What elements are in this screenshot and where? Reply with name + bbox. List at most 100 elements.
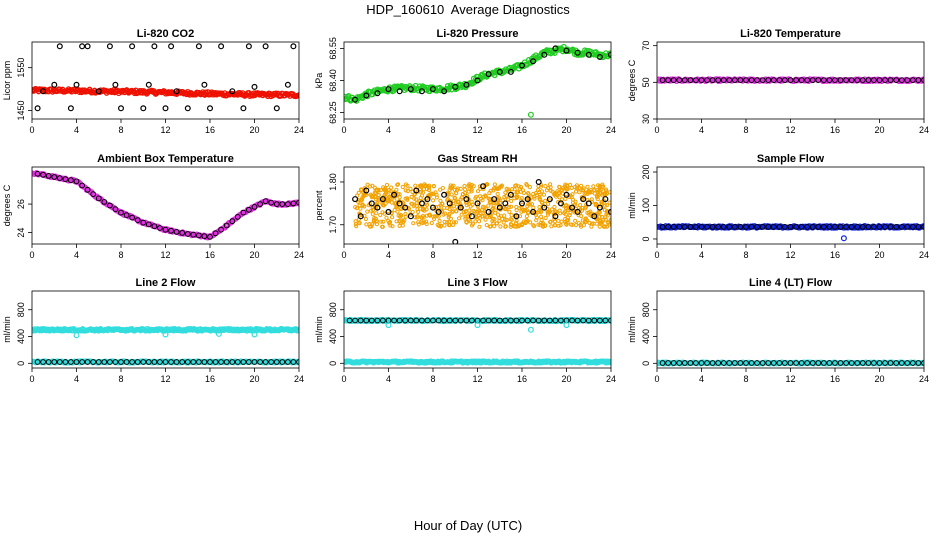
data-point bbox=[251, 359, 258, 365]
data-point bbox=[352, 196, 359, 203]
data-point bbox=[698, 360, 705, 366]
data-point bbox=[498, 224, 503, 229]
data-point bbox=[600, 182, 605, 187]
data-point bbox=[837, 224, 844, 230]
data-point bbox=[458, 197, 463, 202]
data-point bbox=[693, 224, 699, 230]
data-point bbox=[395, 182, 400, 187]
data-point bbox=[541, 192, 547, 197]
data-point bbox=[574, 208, 581, 215]
data-point bbox=[229, 88, 236, 95]
data-point bbox=[693, 77, 699, 83]
chart-title: Li-820 Temperature bbox=[740, 28, 841, 40]
data-point bbox=[462, 183, 467, 189]
chart-panel: Li-820 CO2 Licor ppm 0 4 8 12 16 20 24 1450 1550 bbox=[2, 28, 304, 135]
data-point bbox=[212, 359, 219, 365]
data-point bbox=[469, 183, 474, 188]
chart-panel: Li-820 Pressure kPa 0 4 8 12 16 20 24 68.25 68.40 6… bbox=[314, 28, 616, 135]
data-point bbox=[469, 187, 474, 192]
data-point bbox=[364, 222, 369, 227]
data-point bbox=[904, 77, 911, 83]
x-tick-label: 16 bbox=[830, 250, 840, 260]
data-point bbox=[157, 225, 163, 231]
chart-panel: Line 3 Flow ml/min 0 4 8 12 16 20 24 0 400 800 bbox=[314, 277, 616, 384]
data-point bbox=[798, 77, 805, 83]
x-tick-label: 0 bbox=[341, 374, 346, 384]
data-point bbox=[117, 105, 124, 112]
data-point bbox=[151, 43, 158, 50]
x-tick-label: 4 bbox=[74, 250, 79, 260]
data-point bbox=[112, 359, 119, 365]
data-point bbox=[843, 77, 849, 83]
data-point bbox=[445, 220, 450, 225]
data-point bbox=[491, 317, 498, 324]
data-point bbox=[363, 187, 370, 194]
x-tick-label: 16 bbox=[205, 125, 215, 135]
data-point bbox=[585, 200, 592, 207]
data-point bbox=[459, 212, 464, 217]
data-point bbox=[584, 190, 589, 195]
data-point bbox=[524, 317, 531, 324]
y-tick-label: 0 bbox=[641, 361, 651, 366]
x-tick-label: 24 bbox=[919, 374, 929, 384]
y-tick-label: 1550 bbox=[16, 58, 26, 78]
data-point bbox=[51, 174, 58, 180]
data-point bbox=[140, 359, 147, 365]
data-point bbox=[815, 360, 822, 366]
data-point bbox=[398, 212, 403, 217]
data-point bbox=[129, 359, 136, 365]
data-point bbox=[494, 186, 500, 191]
data-point bbox=[859, 224, 866, 230]
data-point bbox=[832, 224, 838, 230]
data-point bbox=[184, 105, 191, 112]
data-point bbox=[68, 359, 74, 365]
data-point bbox=[754, 360, 760, 366]
data-point bbox=[488, 188, 493, 193]
data-point bbox=[743, 77, 749, 83]
data-point bbox=[416, 220, 421, 225]
data-point bbox=[787, 77, 794, 83]
data-point bbox=[534, 218, 539, 223]
data-point bbox=[488, 224, 493, 229]
data-point bbox=[62, 176, 69, 183]
data-point bbox=[529, 202, 535, 207]
data-point bbox=[570, 197, 576, 202]
data-point bbox=[910, 77, 916, 83]
y-axis-label: ml/min bbox=[627, 192, 637, 219]
data-point bbox=[832, 360, 838, 366]
data-point bbox=[381, 185, 386, 190]
data-point bbox=[296, 199, 299, 206]
data-point bbox=[385, 197, 390, 203]
data-point bbox=[473, 219, 478, 224]
data-point bbox=[463, 214, 468, 219]
data-point bbox=[557, 208, 562, 213]
data-point bbox=[380, 210, 385, 215]
data-point bbox=[457, 216, 462, 221]
data-point bbox=[68, 177, 74, 184]
data-point bbox=[659, 224, 666, 230]
data-point bbox=[583, 217, 588, 222]
data-point bbox=[445, 197, 450, 202]
data-point bbox=[670, 360, 677, 366]
y-tick-label: 800 bbox=[328, 302, 338, 317]
data-point bbox=[56, 43, 63, 50]
data-point bbox=[564, 218, 570, 223]
data-point bbox=[512, 187, 517, 192]
data-point bbox=[402, 204, 409, 211]
data-point bbox=[843, 224, 849, 230]
data-point bbox=[524, 214, 530, 219]
data-point bbox=[871, 360, 877, 366]
data-point bbox=[508, 224, 513, 229]
data-point bbox=[525, 219, 530, 224]
data-point bbox=[84, 359, 91, 365]
data-point bbox=[759, 77, 766, 83]
data-point bbox=[782, 224, 788, 230]
data-point bbox=[556, 218, 561, 223]
data-point bbox=[246, 206, 252, 213]
data-point bbox=[574, 317, 581, 324]
x-tick-label: 0 bbox=[341, 250, 346, 260]
data-point bbox=[776, 360, 783, 366]
data-point bbox=[40, 171, 46, 178]
x-tick-label: 8 bbox=[743, 250, 748, 260]
data-point bbox=[826, 77, 833, 83]
